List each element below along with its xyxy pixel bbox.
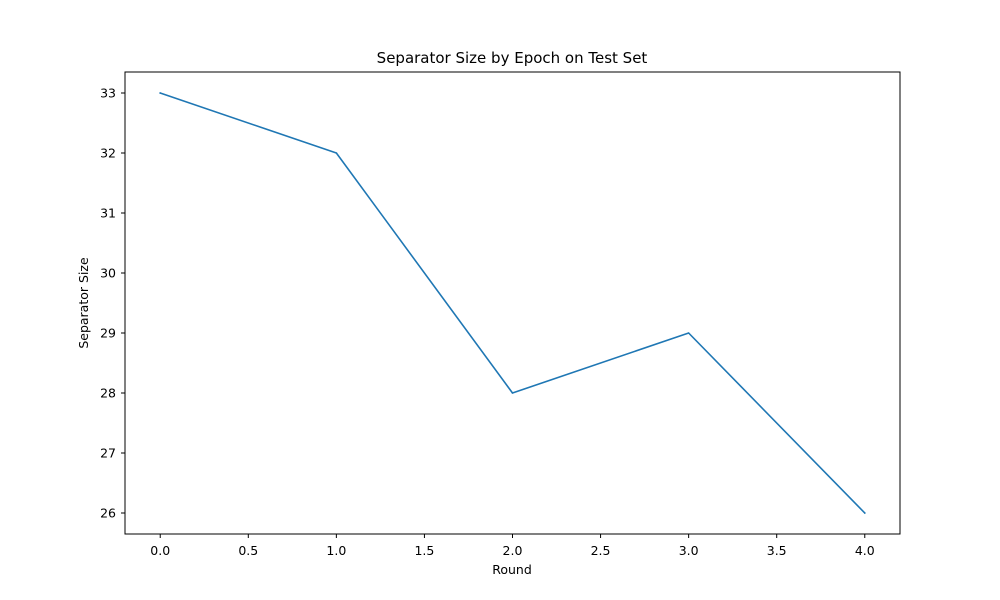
y-tick-label: 32 — [100, 146, 116, 161]
data-point — [863, 512, 866, 514]
x-axis-label: Round — [492, 562, 532, 577]
y-tick-label: 27 — [100, 446, 116, 461]
y-tick-label: 28 — [100, 386, 116, 401]
x-tick-label: 3.0 — [679, 543, 699, 558]
x-tick-label: 0.0 — [150, 543, 170, 558]
y-tick-label: 26 — [100, 506, 116, 521]
data-point — [159, 92, 162, 94]
y-tick-label: 33 — [100, 86, 116, 101]
data-point — [511, 392, 514, 394]
x-tick-label: 4.0 — [855, 543, 875, 558]
x-tick-label: 0.5 — [238, 543, 258, 558]
x-tick-label: 1.0 — [326, 543, 346, 558]
x-tick-label: 2.0 — [503, 543, 523, 558]
x-tick-label: 2.5 — [591, 543, 611, 558]
x-tick-label: 1.5 — [414, 543, 434, 558]
plot-area — [159, 91, 866, 515]
data-point — [335, 152, 338, 154]
chart-title: Separator Size by Epoch on Test Set — [377, 49, 648, 67]
x-axis: 0.0 0.5 1.0 1.5 2.0 2.5 3.0 3.5 4.0 — [150, 534, 875, 558]
y-axis-label: Separator Size — [76, 257, 91, 349]
data-point — [687, 332, 690, 334]
y-axis: 26 27 28 29 30 31 32 33 — [100, 86, 125, 521]
y-tick-label: 29 — [100, 326, 116, 341]
y-tick-label: 31 — [100, 206, 116, 221]
x-tick-label: 3.5 — [767, 543, 787, 558]
y-tick-label: 30 — [100, 266, 116, 281]
